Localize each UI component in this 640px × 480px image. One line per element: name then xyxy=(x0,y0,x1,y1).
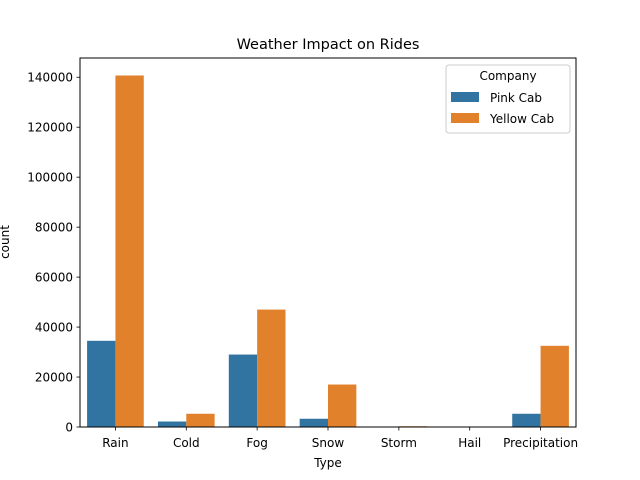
y-tick-label: 20000 xyxy=(35,371,73,385)
x-tick-label-rain: Rain xyxy=(102,436,128,450)
y-ticks-group: 0 20000 40000 60000 80000 100000 120000 140000 xyxy=(27,71,80,435)
bars-group xyxy=(87,75,569,427)
bar-pink-cab-fog xyxy=(228,354,258,427)
x-tick-label-snow: Snow xyxy=(312,436,345,450)
bar-yellow-cab-cold xyxy=(186,413,215,427)
x-tick-label-storm: Storm xyxy=(381,436,417,450)
bar-pink-cab-precipitation xyxy=(512,413,541,427)
x-tick-label-hail: Hail xyxy=(458,436,481,450)
y-tick-label: 100000 xyxy=(27,171,73,185)
y-tick-label: 120000 xyxy=(27,121,73,135)
bar-pink-cab-rain xyxy=(87,340,116,427)
bar-yellow-cab-fog xyxy=(257,309,286,427)
bar-yellow-cab-rain xyxy=(115,75,144,427)
y-tick-label: 80000 xyxy=(35,221,73,235)
y-tick-label: 40000 xyxy=(35,321,73,335)
legend-swatch-yellow-cab xyxy=(451,113,479,123)
y-axis-label: count xyxy=(0,225,12,259)
bar-pink-cab-snow xyxy=(299,418,328,427)
plot-frame xyxy=(79,57,577,428)
x-ticks-group: Rain Cold Fog Snow Storm Hail Precipitation xyxy=(102,427,578,450)
x-tick-label-fog: Fog xyxy=(246,436,267,450)
bar-yellow-cab-snow xyxy=(328,384,357,427)
y-tick-label: 0 xyxy=(65,421,73,435)
x-tick-label-cold: Cold xyxy=(173,436,200,450)
legend-label-pink-cab: Pink Cab xyxy=(490,91,542,105)
legend-title: Company xyxy=(479,69,536,83)
legend-swatch-pink-cab xyxy=(451,92,479,102)
y-tick-label: 60000 xyxy=(35,271,73,285)
legend-label-yellow-cab: Yellow Cab xyxy=(489,112,554,126)
bar-yellow-cab-precipitation xyxy=(540,345,569,427)
legend: Company Pink Cab Yellow Cab xyxy=(445,64,571,134)
x-tick-label-precipitation: Precipitation xyxy=(503,436,578,450)
y-tick-label: 140000 xyxy=(27,71,73,85)
chart-title: Weather Impact on Rides xyxy=(237,37,420,53)
bar-pink-cab-cold xyxy=(157,421,187,427)
x-axis-label: Type xyxy=(313,456,342,470)
